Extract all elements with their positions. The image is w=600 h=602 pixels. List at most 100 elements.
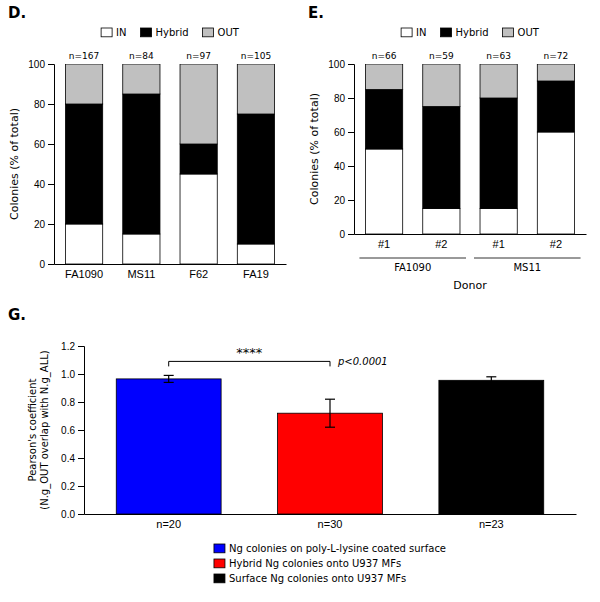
legend-swatch <box>101 28 112 37</box>
tick-mark <box>348 200 354 201</box>
bar <box>116 379 221 514</box>
annotation: n=167 <box>69 51 99 61</box>
bar-segment <box>480 64 517 98</box>
tick-label: 0 <box>339 229 345 240</box>
marks <box>365 64 574 234</box>
annotation: n=66 <box>372 51 397 61</box>
x-tick: #2 <box>435 234 447 250</box>
axis-line <box>348 65 355 235</box>
figure: 020406080100FA1090MS11F62FA19Colonies (%… <box>0 0 600 602</box>
legend-swatch <box>141 28 152 37</box>
chart-title: G. <box>8 306 26 324</box>
y-tick: 0 <box>339 229 354 240</box>
error-bar <box>325 399 335 427</box>
bar-segment <box>123 64 160 94</box>
error-bar <box>164 375 174 382</box>
y-tick: 1.0 <box>61 369 84 380</box>
legend-item: IN <box>101 27 126 38</box>
bar-segment <box>237 244 274 264</box>
legend-label: Hybrid Ng colonies onto U937 MFs <box>229 558 401 569</box>
tick-label: n=23 <box>479 518 504 530</box>
error-cap <box>164 375 174 376</box>
bar-segment <box>65 64 102 104</box>
tick-mark <box>78 430 84 431</box>
tick-mark <box>348 234 354 235</box>
y-tick: 0.6 <box>61 425 84 436</box>
y-tick: 60 <box>334 127 354 138</box>
bar <box>278 413 383 514</box>
y-tick: 20 <box>34 219 54 230</box>
legend-swatch <box>214 574 225 583</box>
tick-mark <box>78 458 84 459</box>
legend: Ng colonies on poly-L-lysine coated surf… <box>214 543 446 584</box>
group-label: FA1090 <box>394 262 431 273</box>
legend-swatch <box>214 559 225 568</box>
legend-item: OUT <box>503 27 540 38</box>
bar-segment <box>480 209 517 235</box>
tick-label: 80 <box>334 93 346 104</box>
error-cap <box>486 376 496 377</box>
series <box>65 64 274 144</box>
y-tick: 80 <box>34 99 54 110</box>
chart-title: E. <box>308 4 324 22</box>
bar-segment <box>537 64 574 81</box>
axis-line <box>85 514 577 515</box>
bar-segment <box>365 149 402 234</box>
legend-label: Surface Ng colonies onto U937 MFs <box>229 573 406 584</box>
tick-mark <box>48 264 54 265</box>
x-tick: n=23 <box>479 514 504 530</box>
x-tick: FA19 <box>243 264 269 280</box>
plot-area: 020406080100FA1090MS11F62FA19Colonies (%… <box>8 51 287 280</box>
tick-label: 40 <box>334 161 346 172</box>
annotation: n=72 <box>544 51 569 61</box>
tick-label: #1 <box>493 238 505 250</box>
tick-mark <box>348 98 354 99</box>
tick-mark <box>48 64 54 65</box>
legend-label: Hybrid <box>156 27 189 38</box>
error-bar <box>486 377 496 384</box>
group-label: MS11 <box>513 262 541 273</box>
axis-line <box>355 234 587 235</box>
group-line <box>474 258 581 259</box>
tick-label: #1 <box>378 238 390 250</box>
y-axis: 020406080100 <box>328 59 354 240</box>
annotation: p<0.0001 <box>337 356 388 367</box>
bar-segment <box>365 64 402 90</box>
plot-area: 020406080100#1#2#1#2FA1090MS11DonorColon… <box>308 51 587 292</box>
y-tick: 0.4 <box>61 453 84 464</box>
legend-label: Hybrid <box>456 27 489 38</box>
x-axis: FA1090MS11F62FA19 <box>55 264 287 280</box>
y-axis-title: Pearson's coefficient(N.g_OUT overlap wi… <box>27 350 51 510</box>
tick-label: 1.2 <box>61 341 75 352</box>
y-tick: 80 <box>334 93 354 104</box>
axis-line <box>55 264 287 265</box>
tick-label: 40 <box>34 179 46 190</box>
legend-label: OUT <box>218 27 240 38</box>
tick-mark <box>78 486 84 487</box>
marks <box>116 375 543 514</box>
error-stem <box>491 377 492 384</box>
legend-item: Surface Ng colonies onto U937 MFs <box>214 573 406 584</box>
y-tick: 100 <box>28 59 54 70</box>
y-tick: 60 <box>34 139 54 150</box>
x-axis: n=20n=30n=23 <box>85 514 577 530</box>
tick-label: 0.6 <box>61 425 75 436</box>
bar-segment <box>123 234 160 264</box>
tick-mark <box>48 224 54 225</box>
y-axis: 0.00.20.40.60.81.01.2 <box>61 341 84 520</box>
annotation: n=59 <box>429 51 454 61</box>
legend-item: Hybrid Ng colonies onto U937 MFs <box>214 558 401 569</box>
group-line <box>359 258 466 259</box>
legend-label: Ng colonies on poly-L-lysine coated surf… <box>229 543 446 554</box>
error-cap <box>486 383 496 384</box>
legend-swatch <box>441 28 452 37</box>
y-tick: 0.8 <box>61 397 84 408</box>
tick-label: 100 <box>28 59 45 70</box>
y-tick: 100 <box>328 59 354 70</box>
tick-label: 0 <box>39 259 45 270</box>
bar-segment <box>180 64 217 144</box>
tick-mark <box>348 64 354 65</box>
y-axis: 0 20 40 60 80 100 <box>28 59 54 270</box>
chart-panel: 0.00.20.40.60.81.01.2n=20n=30n=23Pearson… <box>8 306 577 584</box>
error-cap <box>164 382 174 383</box>
